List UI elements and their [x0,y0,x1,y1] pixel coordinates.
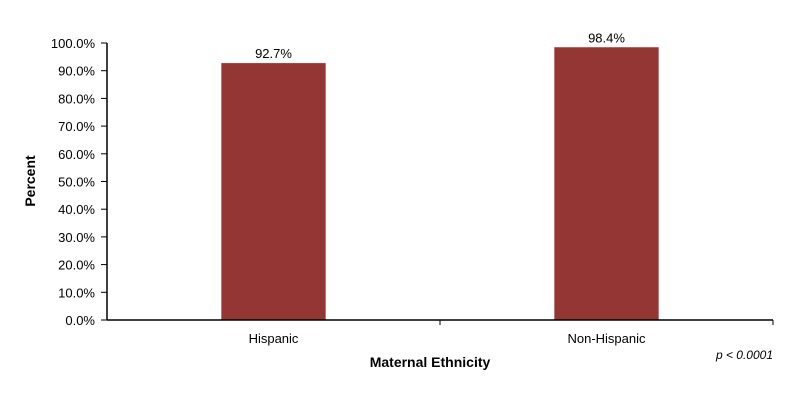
y-tick-label: 40.0% [58,202,95,217]
y-tick-label: 60.0% [58,147,95,162]
y-tick-label: 90.0% [58,64,95,79]
y-tick-label: 80.0% [58,91,95,106]
x-axis-label: Maternal Ethnicity [370,354,491,370]
y-tick-label: 100.0% [51,36,96,51]
y-tick-label: 10.0% [58,285,95,300]
y-tick-label: 70.0% [58,119,95,134]
p-value-annotation: p < 0.0001 [715,348,773,362]
y-axis-label: Percent [22,155,38,207]
y-tick-label: 50.0% [58,175,95,190]
x-tick-label: Non-Hispanic [567,331,646,346]
y-tick-label: 20.0% [58,258,95,273]
x-tick-label: Hispanic [249,331,299,346]
data-label: 92.7% [255,46,292,61]
y-tick-label: 30.0% [58,230,95,245]
bar-non-hispanic [554,47,659,321]
bar-hispanic [221,62,326,321]
data-label: 98.4% [588,30,625,45]
y-tick-label: 0.0% [65,313,95,328]
